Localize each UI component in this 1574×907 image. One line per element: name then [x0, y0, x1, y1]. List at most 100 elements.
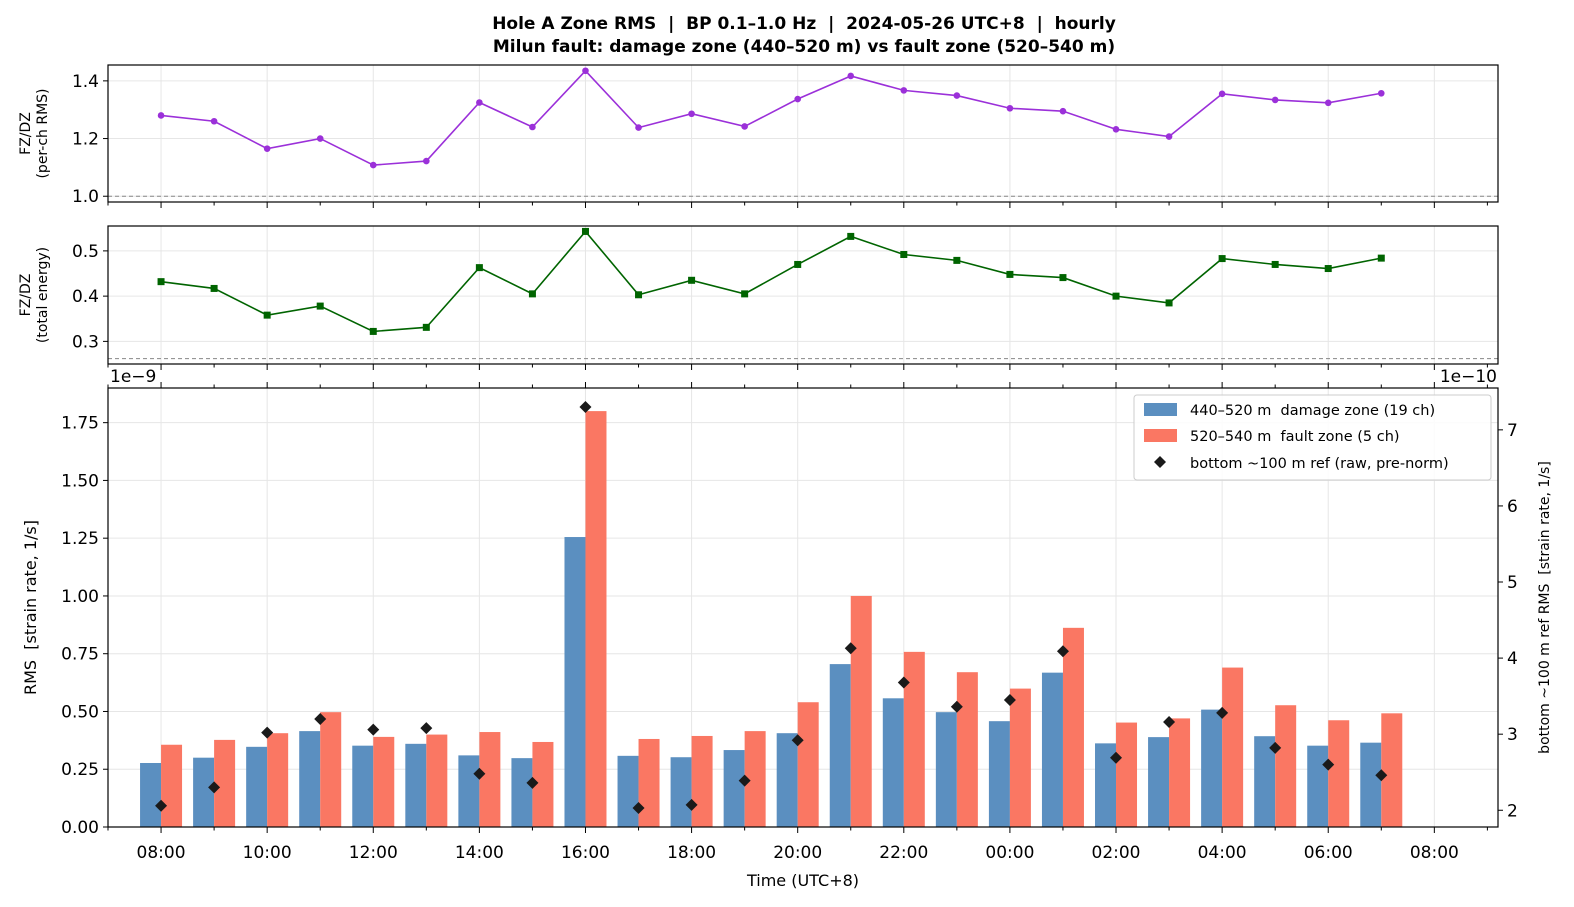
- ratio-per-ch-point: [741, 123, 748, 130]
- ratio-energy-point: [794, 260, 802, 268]
- ratio-energy-y-tick-label: 0.4: [72, 287, 99, 307]
- reference-point: [1322, 758, 1335, 771]
- fault-zone-bar: [1328, 720, 1350, 827]
- rms-y-tick-label: 0.00: [61, 818, 99, 838]
- fault-zone-bar: [479, 732, 501, 827]
- legend: 440–520 m damage zone (19 ch) 520–540 m f…: [1133, 394, 1492, 481]
- x-tick-label: 08:00: [1410, 843, 1459, 863]
- legend-label-reference: bottom ~100 m ref (raw, pre-norm): [1190, 456, 1449, 472]
- rms-right-y-tick-label: 2: [1507, 801, 1518, 821]
- damage-zone-bar: [829, 664, 851, 827]
- reference-point: [632, 801, 645, 814]
- reference-point: [897, 676, 910, 689]
- reference-point: [473, 767, 486, 780]
- ratio-energy-point: [316, 302, 324, 310]
- fault-zone-bar: [691, 735, 713, 827]
- ratio-energy-point: [369, 327, 377, 335]
- reference-point: [261, 726, 274, 739]
- rms-y-tick-label: 0.25: [61, 760, 99, 780]
- damage-zone-bar: [776, 733, 798, 827]
- ratio-energy-point: [1059, 274, 1067, 282]
- ratio-energy-point: [1271, 260, 1279, 268]
- ratio-energy-point: [581, 227, 589, 235]
- reference-point: [579, 401, 592, 414]
- ratio-per-ch-y-tick-label: 1.4: [72, 72, 99, 92]
- ratio-per-ch-point: [476, 99, 483, 106]
- reference-point: [738, 774, 751, 787]
- x-axis-label: Time (UTC+8): [746, 871, 859, 890]
- left-offset-label: 1e−9: [110, 367, 156, 387]
- damage-zone-bar: [617, 755, 639, 827]
- damage-zone-bar: [140, 762, 162, 827]
- ratio-per-ch-frame: [107, 64, 1499, 203]
- reference-point: [155, 799, 168, 812]
- rms-right-y-tick-label: 7: [1507, 421, 1518, 441]
- ratio-per-ch-point: [263, 145, 271, 152]
- x-tick-label: 22:00: [879, 843, 928, 863]
- rms-y-tick-label: 1.75: [61, 414, 99, 434]
- reference-point: [1216, 706, 1229, 719]
- fault-zone-bar: [638, 738, 660, 827]
- ratio-energy-point: [688, 276, 696, 284]
- x-tick-label: 18:00: [667, 843, 716, 863]
- ratio-per-ch-point: [1112, 126, 1120, 133]
- ratio-energy-point: [157, 278, 165, 286]
- ratio-per-ch-point: [210, 117, 218, 125]
- fault-zone-bar: [1116, 722, 1138, 827]
- fault-zone-bar: [903, 651, 925, 827]
- ratio-per-ch-point: [1324, 99, 1332, 107]
- ratio-per-ch-point: [1165, 133, 1173, 140]
- ratio-energy-point: [1165, 299, 1173, 307]
- ratio-per-ch-point: [847, 72, 855, 80]
- damage-zone-bar: [1360, 742, 1382, 827]
- damage-zone-bar: [511, 758, 533, 827]
- fault-zone-bar: [850, 595, 872, 827]
- rms-frame: [107, 387, 1499, 828]
- ratio-energy-point: [953, 256, 961, 264]
- legend-swatch-damage-zone: [1144, 403, 1177, 416]
- fault-zone-bar: [1009, 688, 1031, 827]
- ratio-energy-point: [741, 290, 749, 298]
- damage-zone-bar: [352, 745, 374, 827]
- fault-zone-bar: [1062, 627, 1084, 827]
- rms-right-y-tick-label: 5: [1507, 573, 1518, 593]
- ratio-per-channel-panel: 1.0 1.2 1.4 FZ/DZ (per-ch RMS): [18, 64, 1499, 208]
- ratio-total-energy-panel: 0.3 0.4 0.5 FZ/DZ (total energy): [18, 225, 1499, 370]
- ratio-per-ch-point: [529, 123, 536, 131]
- rms-y-label: RMS [strain rate, 1/s]: [21, 520, 40, 695]
- fault-zone-bar: [585, 411, 607, 827]
- ratio-energy-y-label-sub: (total energy): [35, 247, 51, 343]
- damage-zone-bar: [988, 721, 1010, 827]
- ratio-per-ch-point: [688, 110, 695, 118]
- chart-title-line2: Milun fault: damage zone (440–520 m) vs …: [493, 37, 1115, 57]
- fault-zone-bar: [956, 672, 978, 827]
- reference-point: [420, 722, 433, 735]
- ratio-energy-point: [1324, 265, 1332, 273]
- rms-bar-panel: 0.00 0.25 0.50 0.75 1.00 1.25 1.50 1.75 08:00 10:…: [21, 367, 1553, 890]
- ratio-per-ch-point: [316, 135, 324, 142]
- ratio-per-ch-series-line: [160, 69, 1382, 166]
- ratio-per-ch-point: [635, 124, 642, 131]
- ratio-per-ch-point: [1271, 96, 1279, 104]
- rms-right-y-tick-label: 6: [1507, 497, 1518, 517]
- ratio-energy-frame: [107, 225, 1499, 365]
- ratio-per-ch-y-label: FZ/DZ: [18, 112, 34, 155]
- x-tick-label: 06:00: [1304, 843, 1353, 863]
- reference-point: [314, 712, 327, 725]
- rms-y-tick-label: 0.75: [61, 645, 99, 665]
- rms-y-tick-label: 1.00: [61, 587, 99, 607]
- ratio-per-ch-point: [794, 95, 801, 103]
- reference-point: [526, 776, 539, 789]
- x-tick-label: 08:00: [137, 843, 186, 863]
- damage-zone-bar: [299, 731, 321, 827]
- fault-zone-bar: [267, 733, 289, 827]
- ratio-energy-point: [1112, 292, 1120, 300]
- damage-zone-bar: [882, 698, 904, 827]
- rms-right-y-tick-label: 3: [1507, 725, 1518, 745]
- ratio-energy-point: [475, 264, 483, 272]
- right-offset-label: 1e−10: [1440, 367, 1497, 387]
- ratio-energy-y-tick-label: 0.5: [72, 242, 99, 262]
- fault-zone-bar: [532, 741, 554, 827]
- x-tick-label: 02:00: [1092, 843, 1141, 863]
- damage-zone-bar: [1095, 743, 1117, 827]
